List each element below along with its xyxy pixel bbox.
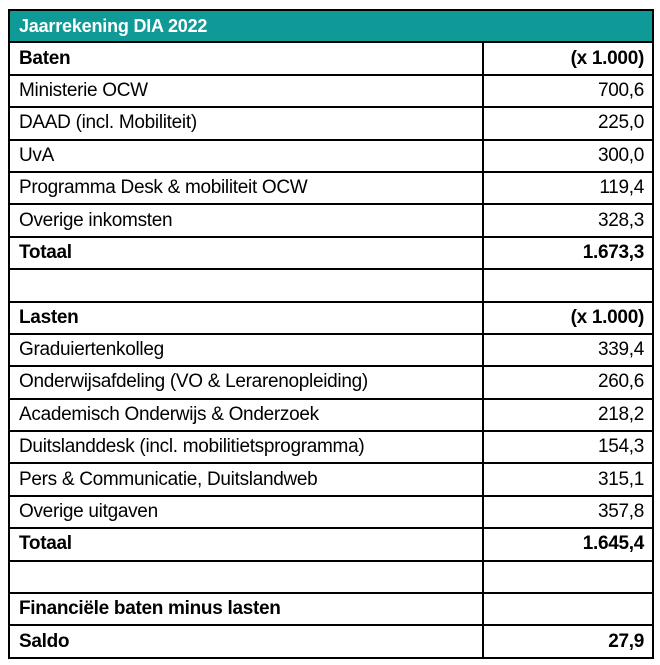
table-row: Pers & Communicatie, Duitslandweb 315,1 xyxy=(8,462,654,497)
empty-cell xyxy=(482,559,654,595)
table-row: Ministerie OCW 700,6 xyxy=(8,73,654,109)
table-row: Duitslanddesk (incl. mobilitietsprogramm… xyxy=(8,430,654,465)
unit-label: (x 1.000) xyxy=(482,300,654,335)
row-value: 339,4 xyxy=(482,332,654,368)
row-value: 315,1 xyxy=(482,462,654,497)
total-row-lasten: Totaal 1.645,4 xyxy=(8,527,654,562)
row-label: Programma Desk & mobiliteit OCW xyxy=(8,170,484,206)
section-header-label: Baten xyxy=(8,41,484,76)
spacer-row xyxy=(8,268,654,303)
row-label: Graduiertenkolleg xyxy=(8,332,484,368)
unit-label: (x 1.000) xyxy=(482,41,654,76)
row-value: 119,4 xyxy=(482,170,654,206)
empty-cell xyxy=(8,559,484,595)
section-header-row-lasten: Lasten (x 1.000) xyxy=(8,300,654,335)
financial-table: Jaarrekening DIA 2022 Baten (x 1.000) Mi… xyxy=(8,8,654,659)
row-label: Academisch Onderwijs & Onderzoek xyxy=(8,397,484,433)
table-row: Onderwijsafdeling (VO & Lerarenopleiding… xyxy=(8,365,654,400)
saldo-row: Saldo 27,9 xyxy=(8,624,654,659)
row-value: 700,6 xyxy=(482,73,654,109)
row-label: Financiële baten minus lasten xyxy=(8,592,484,627)
row-label: Saldo xyxy=(8,624,484,659)
table-row: Overige inkomsten 328,3 xyxy=(8,203,654,238)
table-title-row: Jaarrekening DIA 2022 xyxy=(8,8,654,44)
row-label: Pers & Communicatie, Duitslandweb xyxy=(8,462,484,497)
row-label: Overige inkomsten xyxy=(8,203,484,238)
row-value: 328,3 xyxy=(482,203,654,238)
row-label: DAAD (incl. Mobiliteit) xyxy=(8,106,484,141)
table-row: DAAD (incl. Mobiliteit) 225,0 xyxy=(8,106,654,141)
row-label: UvA xyxy=(8,138,484,173)
empty-cell xyxy=(482,268,654,303)
total-row-baten: Totaal 1.673,3 xyxy=(8,235,654,271)
section-header-row-baten: Baten (x 1.000) xyxy=(8,41,654,76)
row-value: 300,0 xyxy=(482,138,654,173)
row-value: 27,9 xyxy=(482,624,654,659)
row-value: 260,6 xyxy=(482,365,654,400)
table-row: Programma Desk & mobiliteit OCW 119,4 xyxy=(8,170,654,206)
table-row: UvA 300,0 xyxy=(8,138,654,173)
empty-cell xyxy=(8,268,484,303)
row-value xyxy=(482,592,654,627)
row-value: 154,3 xyxy=(482,430,654,465)
financial-result-row: Financiële baten minus lasten xyxy=(8,592,654,627)
row-label: Ministerie OCW xyxy=(8,73,484,109)
row-value: 218,2 xyxy=(482,397,654,433)
row-label: Onderwijsafdeling (VO & Lerarenopleiding… xyxy=(8,365,484,400)
row-label: Duitslanddesk (incl. mobilitietsprogramm… xyxy=(8,430,484,465)
table-row: Graduiertenkolleg 339,4 xyxy=(8,332,654,368)
section-header-label: Lasten xyxy=(8,300,484,335)
row-value: 357,8 xyxy=(482,494,654,530)
row-value: 225,0 xyxy=(482,106,654,141)
row-label: Overige uitgaven xyxy=(8,494,484,530)
table-title: Jaarrekening DIA 2022 xyxy=(8,8,654,44)
table-row: Academisch Onderwijs & Onderzoek 218,2 xyxy=(8,397,654,433)
total-label: Totaal xyxy=(8,527,484,562)
spacer-row xyxy=(8,559,654,595)
total-value: 1.645,4 xyxy=(482,527,654,562)
total-label: Totaal xyxy=(8,235,484,271)
total-value: 1.673,3 xyxy=(482,235,654,271)
table-row: Overige uitgaven 357,8 xyxy=(8,494,654,530)
